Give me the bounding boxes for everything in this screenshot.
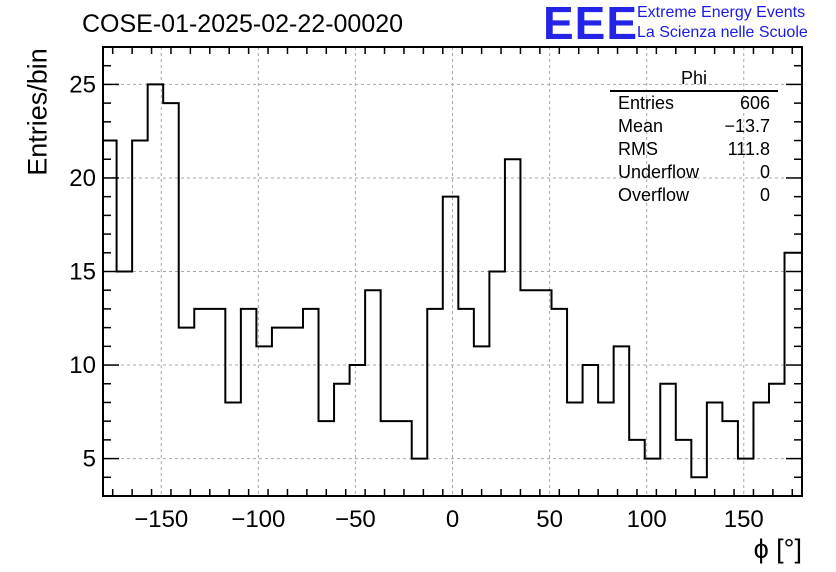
histogram-bin xyxy=(598,402,614,496)
stats-row-overflow: Overflow 0 xyxy=(610,184,778,207)
stats-label: RMS xyxy=(618,139,658,159)
histogram-bin xyxy=(505,159,521,496)
stats-label: Overflow xyxy=(618,185,690,205)
histogram-bin xyxy=(769,384,785,496)
histogram-bin xyxy=(614,346,630,496)
histogram-bin xyxy=(536,290,552,496)
histogram-outline xyxy=(102,83,803,496)
histogram-bin xyxy=(785,253,802,496)
eee-logo-text: Extreme Energy Events La Scienza nelle S… xyxy=(637,3,808,43)
histogram-bin xyxy=(334,384,350,496)
histogram-bin xyxy=(225,402,241,496)
logo-line-2: La Scienza nelle Scuole xyxy=(637,24,808,41)
stats-row-mean: Mean −13.7 xyxy=(610,115,778,138)
x-tick-label: 150 xyxy=(724,506,764,533)
x-tick-labels: −150 −100 −50 0 50 100 150 xyxy=(134,506,764,533)
chart-title: COSE-01-2025-02-22-00020 xyxy=(82,10,404,38)
x-tick-label: −50 xyxy=(335,506,376,533)
histogram-bin xyxy=(458,309,474,496)
histogram-bin xyxy=(241,309,257,496)
stats-title: Phi xyxy=(610,68,778,92)
histogram-bin xyxy=(552,309,568,496)
histogram-bin xyxy=(691,477,707,496)
histogram-bin xyxy=(103,141,117,496)
stats-label: Mean xyxy=(618,116,664,136)
histogram-bin xyxy=(645,459,661,496)
histogram-bin xyxy=(412,459,428,496)
y-tick-label: 5 xyxy=(83,446,96,473)
y-tick-labels: 5 10 15 20 25 xyxy=(69,71,96,472)
stats-row-entries: Entries 606 xyxy=(610,92,778,115)
histogram-bin xyxy=(350,365,366,496)
stats-box: Phi Entries 606 Mean −13.7 RMS 111.8 Und… xyxy=(610,68,778,207)
stats-label: Underflow xyxy=(618,162,700,182)
stats-row-rms: RMS 111.8 xyxy=(610,138,778,161)
y-axis-label: Entries/bin xyxy=(22,48,53,176)
histogram-bin xyxy=(567,402,583,496)
stats-row-underflow: Underflow 0 xyxy=(610,161,778,184)
stats-value: 606 xyxy=(739,93,770,113)
histogram-bin xyxy=(427,309,443,496)
histogram-bin xyxy=(583,365,599,496)
histogram-bin xyxy=(443,197,459,496)
histogram-bin xyxy=(365,290,381,496)
grid-lines xyxy=(103,47,802,496)
histogram-bin xyxy=(753,402,769,496)
y-tick-label: 15 xyxy=(69,259,96,286)
histogram-bin xyxy=(489,272,505,497)
histogram-bin xyxy=(132,141,148,496)
x-axis-label: ϕ [°] xyxy=(753,534,802,564)
x-tick-label: −150 xyxy=(134,506,188,533)
axis-ticks xyxy=(103,46,802,497)
y-tick-label: 20 xyxy=(69,165,96,192)
histogram-bin xyxy=(163,103,179,496)
histogram-bin xyxy=(660,384,676,496)
stats-value: −13.7 xyxy=(724,116,770,136)
histogram-bin xyxy=(520,290,536,496)
histogram-bin xyxy=(194,309,210,496)
histogram-bin xyxy=(148,84,164,496)
x-tick-label: −100 xyxy=(231,506,285,533)
histogram-bin xyxy=(179,328,195,496)
x-tick-label: 0 xyxy=(446,506,459,533)
histogram-bin xyxy=(117,272,133,497)
stats-label: Entries xyxy=(618,93,675,113)
stats-value: 0 xyxy=(759,162,770,182)
logo-line-1: Extreme Energy Events xyxy=(637,4,806,21)
histogram-bin xyxy=(629,440,645,496)
histogram-bin xyxy=(676,440,692,496)
histogram-bin xyxy=(303,309,319,496)
eee-logo-mark: EEE xyxy=(543,0,639,49)
histogram-bin xyxy=(210,309,226,496)
histogram-bin xyxy=(474,346,490,496)
stats-value: 0 xyxy=(759,185,770,205)
histogram-bin xyxy=(287,328,303,496)
histogram-bin xyxy=(272,328,288,496)
y-tick-label: 10 xyxy=(69,352,96,379)
x-tick-label: 50 xyxy=(536,506,563,533)
y-tick-label: 25 xyxy=(69,71,96,98)
histogram-bin xyxy=(707,402,723,496)
stats-value: 111.8 xyxy=(727,139,770,159)
histogram-bin xyxy=(738,459,754,496)
x-tick-label: 100 xyxy=(627,506,667,533)
